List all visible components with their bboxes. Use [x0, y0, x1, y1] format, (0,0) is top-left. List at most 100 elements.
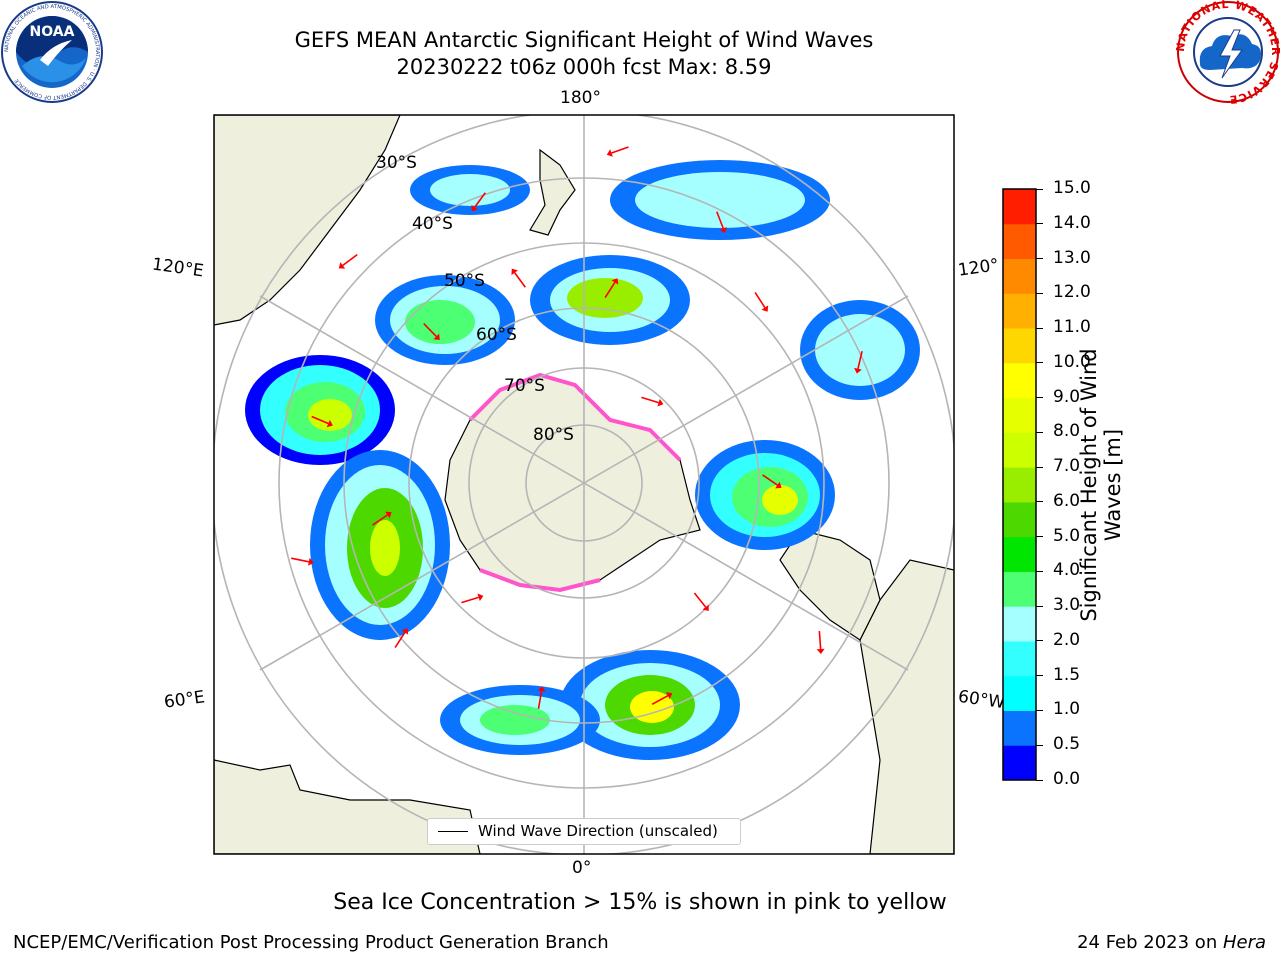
chart-title: GEFS MEAN Antarctic Significant Height o…	[294, 28, 874, 52]
colorbar-tick-mark	[1036, 188, 1043, 190]
wave-direction-arrowhead	[657, 398, 664, 407]
legend-label: Wind Wave Direction (unscaled)	[478, 822, 718, 840]
colorbar-tick-mark	[1036, 501, 1043, 503]
footer-date-text: 24 Feb 2023 on	[1077, 932, 1223, 953]
colorbar	[1002, 188, 1037, 781]
wave-direction-arrowhead	[511, 268, 518, 276]
legend-line-icon	[438, 831, 468, 832]
wave-direction-arrowhead	[816, 648, 825, 654]
wave-direction-arrowhead	[326, 419, 333, 428]
wave-height-patch	[430, 174, 510, 206]
colorbar-segment	[1003, 397, 1036, 433]
colorbar-tick-mark	[1036, 466, 1043, 468]
wave-direction-arrow	[857, 351, 863, 369]
colorbar-tick-mark	[1036, 292, 1043, 294]
colorbar-tick-label: 9.0	[1053, 386, 1081, 407]
colorbar-segment	[1003, 189, 1036, 225]
wave-direction-arrow	[537, 690, 543, 710]
wave-direction-arrowhead	[433, 333, 440, 341]
colorbar-tick-label: 11.0	[1053, 317, 1091, 338]
wave-direction-arrowhead	[606, 149, 613, 157]
colorbar-tick-label: 13.0	[1053, 247, 1091, 268]
wave-direction-arrowhead	[665, 692, 673, 700]
wave-direction-arrow	[715, 211, 725, 229]
colorbar-tick-label: 1.5	[1053, 664, 1081, 685]
colorbar-segment	[1003, 362, 1036, 399]
map-legend: Wind Wave Direction (unscaled)	[427, 818, 741, 845]
colorbar-tick-mark	[1036, 258, 1043, 260]
colorbar-segment	[1003, 745, 1036, 781]
colorbar-segment	[1003, 675, 1036, 711]
wave-direction-arrow	[604, 281, 616, 299]
colorbar-tick-label: 6.0	[1053, 490, 1081, 511]
colorbar-tick-mark	[1036, 675, 1043, 677]
colorbar-tick-label: 5.0	[1053, 525, 1081, 546]
wave-height-patch	[635, 172, 805, 228]
sea-ice-caption: Sea Ice Concentration > 15% is shown in …	[333, 890, 947, 915]
colorbar-tick-label: 3.0	[1053, 595, 1081, 616]
colorbar-tick-mark	[1036, 536, 1043, 538]
wave-direction-arrow	[611, 146, 629, 154]
wave-direction-arrow	[754, 291, 766, 309]
colorbar-segment	[1003, 536, 1036, 572]
colorbar-tick-mark	[1036, 431, 1043, 433]
lon-label-180: 180°	[560, 88, 601, 108]
colorbar-tick-mark	[1036, 362, 1043, 364]
wave-height-field	[245, 160, 920, 760]
wave-direction-arrow	[342, 253, 358, 267]
wave-direction-arrow	[394, 631, 406, 649]
footer-branch: NCEP/EMC/Verification Post Processing Pr…	[13, 932, 609, 953]
lon-label-0: 0°	[572, 858, 592, 878]
wave-direction-arrow	[641, 396, 659, 404]
colorbar-tick-label: 4.0	[1053, 560, 1081, 581]
wave-direction-arrowhead	[477, 593, 484, 602]
wave-direction-arrowhead	[775, 481, 782, 489]
wave-direction-arrow	[461, 596, 479, 604]
colorbar-tick-mark	[1036, 744, 1043, 746]
colorbar-tick-label: 14.0	[1053, 212, 1091, 233]
colorbar-tick-mark	[1036, 779, 1043, 781]
colorbar-segment	[1003, 710, 1036, 746]
lat-label-40s: 40°S	[412, 214, 453, 234]
wave-direction-arrow	[818, 630, 822, 650]
colorbar-tick-mark	[1036, 570, 1043, 572]
colorbar-label-line1: Significant Height of Wind	[1077, 348, 1101, 622]
wave-height-patch	[762, 485, 798, 515]
lat-label-50s: 50°S	[444, 271, 485, 291]
colorbar-tick-label: 10.0	[1053, 351, 1091, 372]
colorbar-segment	[1003, 571, 1036, 607]
colorbar-segment	[1003, 328, 1036, 364]
wave-direction-arrow	[651, 694, 669, 706]
colorbar-segment	[1003, 258, 1036, 294]
wave-height-patch	[815, 314, 905, 386]
wave-height-patch	[405, 300, 475, 344]
colorbar-tick-label: 15.0	[1053, 178, 1091, 198]
wave-direction-arrowhead	[761, 305, 769, 312]
colorbar-label-line2: Waves [m]	[1101, 428, 1125, 542]
footer-machine: Hera	[1222, 932, 1266, 953]
colorbar-segment	[1003, 293, 1036, 329]
colorbar-tick-mark	[1036, 709, 1043, 711]
sea-ice-edge-south	[479, 568, 601, 593]
colorbar-tick-label: 0.0	[1053, 769, 1081, 789]
wave-direction-arrowhead	[537, 686, 546, 692]
wave-height-patch	[567, 278, 643, 318]
wave-direction-arrow	[762, 474, 778, 486]
colorbar-label: Significant Height of Wind Waves [m]	[1077, 335, 1125, 635]
wave-direction-arrowhead	[385, 511, 392, 519]
wave-direction-arrow	[291, 557, 309, 563]
lat-label-60s: 60°S	[476, 325, 517, 345]
wave-height-patch	[370, 520, 400, 576]
colorbar-segment	[1003, 467, 1036, 503]
wave-direction-arrowhead	[338, 262, 346, 269]
wave-direction-arrow	[514, 272, 526, 288]
noaa-logo-text: NOAA	[30, 24, 75, 40]
colorbar-segment	[1003, 223, 1036, 260]
chart-subtitle: 20230222 t06z 000h fcst Max: 8.59	[396, 55, 772, 79]
lat-label-80s: 80°S	[533, 425, 574, 445]
colorbar-tick-mark	[1036, 223, 1043, 225]
wave-direction-arrowhead	[308, 557, 314, 566]
wave-direction-arrow	[372, 514, 388, 526]
colorbar-tick-label: 0.5	[1053, 734, 1081, 755]
